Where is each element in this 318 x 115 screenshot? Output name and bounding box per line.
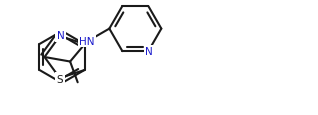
Text: N: N: [57, 31, 65, 41]
Text: S: S: [57, 74, 63, 84]
Text: N: N: [145, 47, 153, 57]
Text: HN: HN: [79, 36, 94, 46]
